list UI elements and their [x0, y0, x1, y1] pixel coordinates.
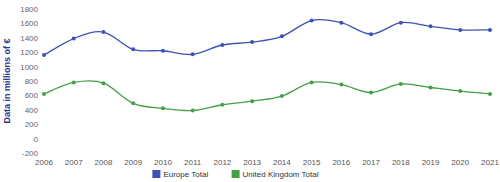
- marker: [101, 30, 105, 34]
- marker: [458, 89, 462, 93]
- x-tick-label: 2013: [243, 158, 261, 167]
- x-tick-label: 2015: [303, 158, 321, 167]
- x-tick-label: 2009: [124, 158, 142, 167]
- marker: [220, 103, 224, 107]
- marker: [339, 21, 343, 25]
- marker: [72, 80, 76, 84]
- x-tick-label: 2018: [392, 158, 410, 167]
- x-tick-label: 2021: [481, 158, 499, 167]
- marker: [42, 92, 46, 96]
- marker: [488, 28, 492, 32]
- legend-swatch: [232, 170, 240, 178]
- y-axis-title: Data in millions of €: [2, 38, 12, 123]
- y-tick-label: 600: [25, 91, 39, 100]
- x-tick-label: 2017: [362, 158, 380, 167]
- marker: [429, 24, 433, 28]
- marker: [250, 99, 254, 103]
- y-tick-label: 1400: [20, 34, 38, 43]
- x-tick-label: 2012: [214, 158, 232, 167]
- marker: [280, 34, 284, 38]
- marker: [399, 82, 403, 86]
- x-tick-label: 2007: [65, 158, 83, 167]
- y-tick-label: 1200: [20, 48, 38, 57]
- plot-area: [42, 19, 492, 113]
- x-tick-label: 2008: [95, 158, 113, 167]
- x-tick-label: 2010: [154, 158, 172, 167]
- x-tick-label: 2020: [451, 158, 469, 167]
- marker: [250, 40, 254, 44]
- marker: [72, 37, 76, 41]
- x-tick-label: 2006: [35, 158, 53, 167]
- marker: [458, 28, 462, 32]
- marker: [310, 80, 314, 84]
- series-line: [44, 20, 490, 56]
- x-tick-label: 2011: [184, 158, 202, 167]
- marker: [280, 94, 284, 98]
- legend-label: United Kingdom Total: [243, 170, 319, 179]
- x-tick-label: 2016: [332, 158, 350, 167]
- x-tick-label: 2014: [273, 158, 291, 167]
- marker: [310, 19, 314, 23]
- y-tick-label: 1600: [20, 19, 38, 28]
- marker: [399, 21, 403, 25]
- legend-swatch: [152, 170, 160, 178]
- marker: [220, 43, 224, 47]
- y-tick-label: 1800: [20, 5, 38, 14]
- marker: [369, 91, 373, 95]
- y-tick-label: 400: [25, 106, 39, 115]
- marker: [161, 49, 165, 53]
- marker: [339, 83, 343, 87]
- y-tick-label: -200: [22, 149, 39, 158]
- y-tick-label: 800: [25, 77, 39, 86]
- marker: [161, 106, 165, 110]
- marker: [101, 81, 105, 85]
- y-tick-label: 0: [34, 135, 39, 144]
- marker: [429, 85, 433, 89]
- y-tick-label: 200: [25, 120, 39, 129]
- marker: [191, 52, 195, 56]
- marker: [131, 47, 135, 51]
- x-tick-label: 2019: [422, 158, 440, 167]
- legend: Europe Total United Kingdom Total: [152, 170, 318, 179]
- legend-label: Europe Total: [163, 170, 208, 179]
- chart: Data in millions of € -200 0 200 400 600 800 10…: [0, 0, 500, 182]
- y-tick-label: 1000: [20, 63, 38, 72]
- marker: [191, 109, 195, 113]
- series-line: [44, 81, 490, 111]
- marker: [488, 92, 492, 96]
- marker: [42, 53, 46, 57]
- marker: [131, 101, 135, 105]
- marker: [369, 32, 373, 36]
